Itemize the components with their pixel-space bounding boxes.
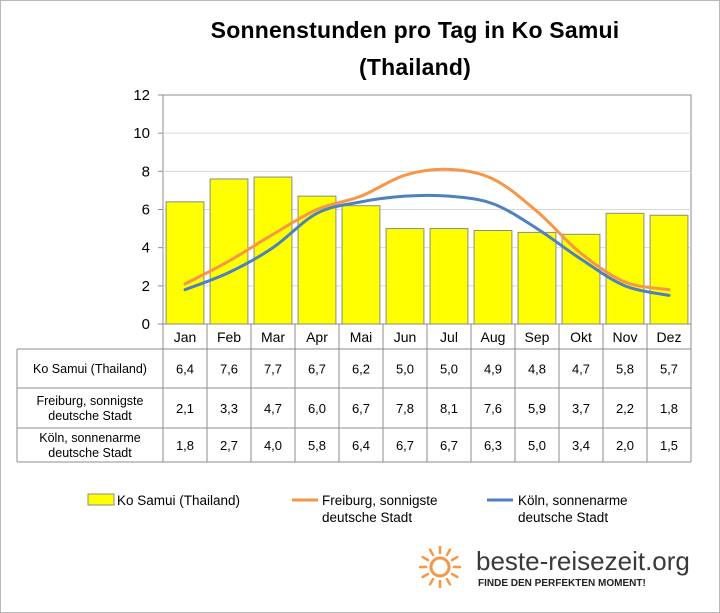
y-tick-label: 10 xyxy=(133,125,150,142)
chart-title: Sonnenstunden pro Tag in Ko Samui xyxy=(210,17,620,43)
sun-icon xyxy=(418,545,462,589)
bar xyxy=(385,228,425,325)
table-cell: 5,0 xyxy=(440,362,458,377)
bar xyxy=(605,212,645,325)
table-cell: 6,3 xyxy=(484,438,502,453)
data-table: Jan Feb Mar Apr Mai Jun Jul Aug Sep Okt Nov Dez Ko S… xyxy=(16,324,692,463)
x-category-label: Nov xyxy=(613,329,638,345)
table-row-label: Freiburg, sonnigste xyxy=(36,394,143,408)
table-cell: 2,7 xyxy=(220,438,238,453)
table-cell: 5,0 xyxy=(396,362,414,377)
bar xyxy=(649,214,689,325)
bar xyxy=(341,205,381,325)
y-tick-label: 6 xyxy=(142,202,150,219)
y-tick-label: 0 xyxy=(142,316,150,333)
x-category-label: Sep xyxy=(525,329,550,345)
brand-logo: beste-reisezeit.org FINDE DEN PERFEKTEN M… xyxy=(418,545,690,589)
legend-label: deutsche Stadt xyxy=(518,510,608,525)
y-tick-label: 2 xyxy=(142,278,150,295)
table-cell: 5,8 xyxy=(308,438,326,453)
table-cell: 4,7 xyxy=(572,362,590,377)
table-cell: 6,7 xyxy=(308,362,326,377)
table-cell: 4,7 xyxy=(264,401,282,416)
x-category-label: Mai xyxy=(350,329,373,345)
logo-text: beste-reisezeit.org xyxy=(476,546,690,576)
sun-ray xyxy=(421,572,430,579)
legend-swatch-bar xyxy=(87,493,115,506)
table-cell: 6,0 xyxy=(308,401,326,416)
sun-ray xyxy=(445,577,452,586)
legend-label: Ko Samui (Thailand) xyxy=(117,493,240,508)
table-cell: 6,7 xyxy=(440,438,458,453)
legend-label: Köln, sonnenarme xyxy=(518,493,628,508)
bar xyxy=(561,233,601,325)
table-cell: 7,6 xyxy=(220,362,238,377)
plot-area: 0 2 4 6 8 10 12 xyxy=(133,87,692,333)
table-cell: 3,3 xyxy=(220,401,238,416)
x-category-label: Jan xyxy=(174,329,197,345)
table-row-label: deutsche Stadt xyxy=(48,409,132,423)
bar xyxy=(165,201,205,325)
table-cell: 1,5 xyxy=(660,438,678,453)
table-cell: 7,7 xyxy=(264,362,282,377)
bar xyxy=(209,178,249,325)
table-cell: 4,8 xyxy=(528,362,546,377)
table-cell: 7,6 xyxy=(484,401,502,416)
table-cell: 5,8 xyxy=(616,362,634,377)
chart-subtitle: (Thailand) xyxy=(359,54,471,80)
sun-ray xyxy=(428,548,435,557)
table-cell: 4,0 xyxy=(264,438,282,453)
sun-ray xyxy=(450,555,459,562)
line-freiburg xyxy=(183,167,671,292)
table-cell: 5,0 xyxy=(528,438,546,453)
x-category-label: Dez xyxy=(657,329,682,345)
table-cell: 8,1 xyxy=(440,401,458,416)
table-cell: 6,4 xyxy=(352,438,370,453)
bar xyxy=(473,229,513,325)
table-row-label: deutsche Stadt xyxy=(48,446,132,460)
table-cell: 3,7 xyxy=(572,401,590,416)
table-cell: 2,0 xyxy=(616,438,634,453)
table-cell: 6,2 xyxy=(352,362,370,377)
sun-ray xyxy=(421,555,430,562)
bar xyxy=(253,176,293,325)
sun-ray xyxy=(450,572,459,579)
y-tick-label: 8 xyxy=(142,163,150,180)
table-cell: 6,7 xyxy=(396,438,414,453)
x-category-label: Aug xyxy=(481,329,506,345)
bar xyxy=(517,231,557,325)
table-cell: 4,9 xyxy=(484,362,502,377)
table-cell: 1,8 xyxy=(660,401,678,416)
table-cell: 3,4 xyxy=(572,438,590,453)
table-row-label: Ko Samui (Thailand) xyxy=(33,362,147,376)
x-category-label: Apr xyxy=(306,329,328,345)
logo-tagline: FINDE DEN PERFEKTEN MOMENT! xyxy=(478,578,646,589)
bar xyxy=(429,228,469,325)
table-cell: 6,4 xyxy=(176,362,194,377)
x-category-label: Jun xyxy=(394,329,417,345)
sun-core xyxy=(429,556,451,578)
table-cell: 5,9 xyxy=(528,401,546,416)
legend-label: Freiburg, sonnigste xyxy=(322,493,438,508)
y-tick-label: 4 xyxy=(142,240,150,257)
x-category-label: Mar xyxy=(261,329,285,345)
sun-ray xyxy=(428,577,435,586)
legend-label: deutsche Stadt xyxy=(322,510,412,525)
line-koeln xyxy=(183,193,671,297)
legend: Ko Samui (Thailand) Freiburg, sonnigste de… xyxy=(87,493,628,525)
table-row-label: Köln, sonnenarme xyxy=(39,431,141,445)
table-cell: 2,2 xyxy=(616,401,634,416)
x-category-label: Feb xyxy=(217,329,241,345)
x-category-label: Okt xyxy=(570,329,592,345)
table-cell: 5,7 xyxy=(660,362,678,377)
y-tick-label: 12 xyxy=(133,87,150,104)
table-cell: 2,1 xyxy=(176,401,194,416)
sun-ray xyxy=(445,548,452,557)
x-category-label: Jul xyxy=(440,329,458,345)
table-cell: 7,8 xyxy=(396,401,414,416)
table-cell: 1,8 xyxy=(176,438,194,453)
table-cell: 6,7 xyxy=(352,401,370,416)
